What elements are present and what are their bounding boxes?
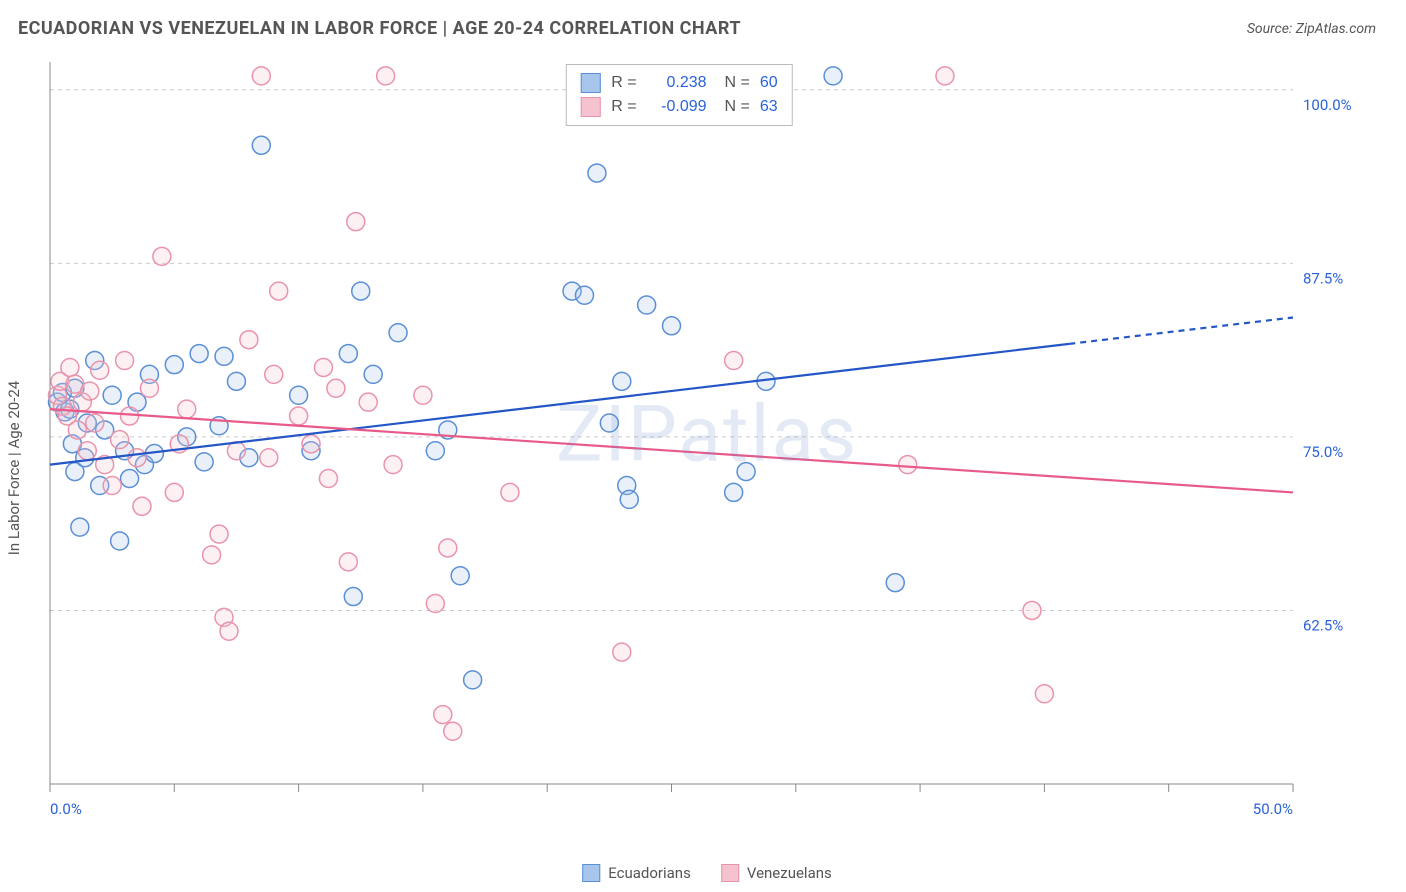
stat-r-label: R = bbox=[611, 98, 636, 116]
chart-title: ECUADORIAN VS VENEZUELAN IN LABOR FORCE … bbox=[18, 18, 741, 39]
legend-item-venezuelans: Venezuelans bbox=[721, 864, 832, 882]
legend-swatch-venezuelans bbox=[721, 864, 739, 882]
stat-swatch-venezuelans bbox=[581, 97, 601, 117]
stat-n-value-1: 63 bbox=[760, 98, 778, 116]
stat-r-label: R = bbox=[611, 74, 636, 92]
stat-n-value-0: 60 bbox=[760, 74, 778, 92]
stat-r-value-1: -0.099 bbox=[647, 98, 707, 116]
y-axis-label: In Labor Force | Age 20-24 bbox=[5, 381, 23, 555]
stat-n-label: N = bbox=[725, 98, 750, 116]
legend: Ecuadorians Venezuelans bbox=[582, 864, 832, 882]
stat-swatch-ecuadorians bbox=[581, 73, 601, 93]
legend-item-ecuadorians: Ecuadorians bbox=[582, 864, 691, 882]
legend-swatch-ecuadorians bbox=[582, 864, 600, 882]
svg-text:0.0%: 0.0% bbox=[50, 800, 82, 818]
svg-text:50.0%: 50.0% bbox=[1253, 800, 1293, 818]
legend-label-venezuelans: Venezuelans bbox=[747, 864, 832, 882]
stat-row-venezuelans: R = -0.099 N = 63 bbox=[581, 95, 777, 119]
svg-text:62.5%: 62.5% bbox=[1303, 616, 1343, 634]
svg-text:100.0%: 100.0% bbox=[1303, 96, 1352, 114]
svg-text:75.0%: 75.0% bbox=[1303, 443, 1343, 461]
scatter-chart: 62.5% 75.0% 87.5% 100.0% 0.0% 50.0% bbox=[18, 54, 1378, 844]
correlation-stats-box: R = 0.238 N = 60 R = -0.099 N = 63 bbox=[566, 64, 792, 126]
legend-label-ecuadorians: Ecuadorians bbox=[608, 864, 691, 882]
stat-r-value-0: 0.238 bbox=[647, 74, 707, 92]
stat-row-ecuadorians: R = 0.238 N = 60 bbox=[581, 71, 777, 95]
source-label: Source: ZipAtlas.com bbox=[1247, 21, 1376, 37]
stat-n-label: N = bbox=[725, 74, 750, 92]
chart-area: In Labor Force | Age 20-24 62.5%75.0%87.… bbox=[18, 54, 1396, 882]
svg-text:87.5%: 87.5% bbox=[1303, 269, 1343, 287]
